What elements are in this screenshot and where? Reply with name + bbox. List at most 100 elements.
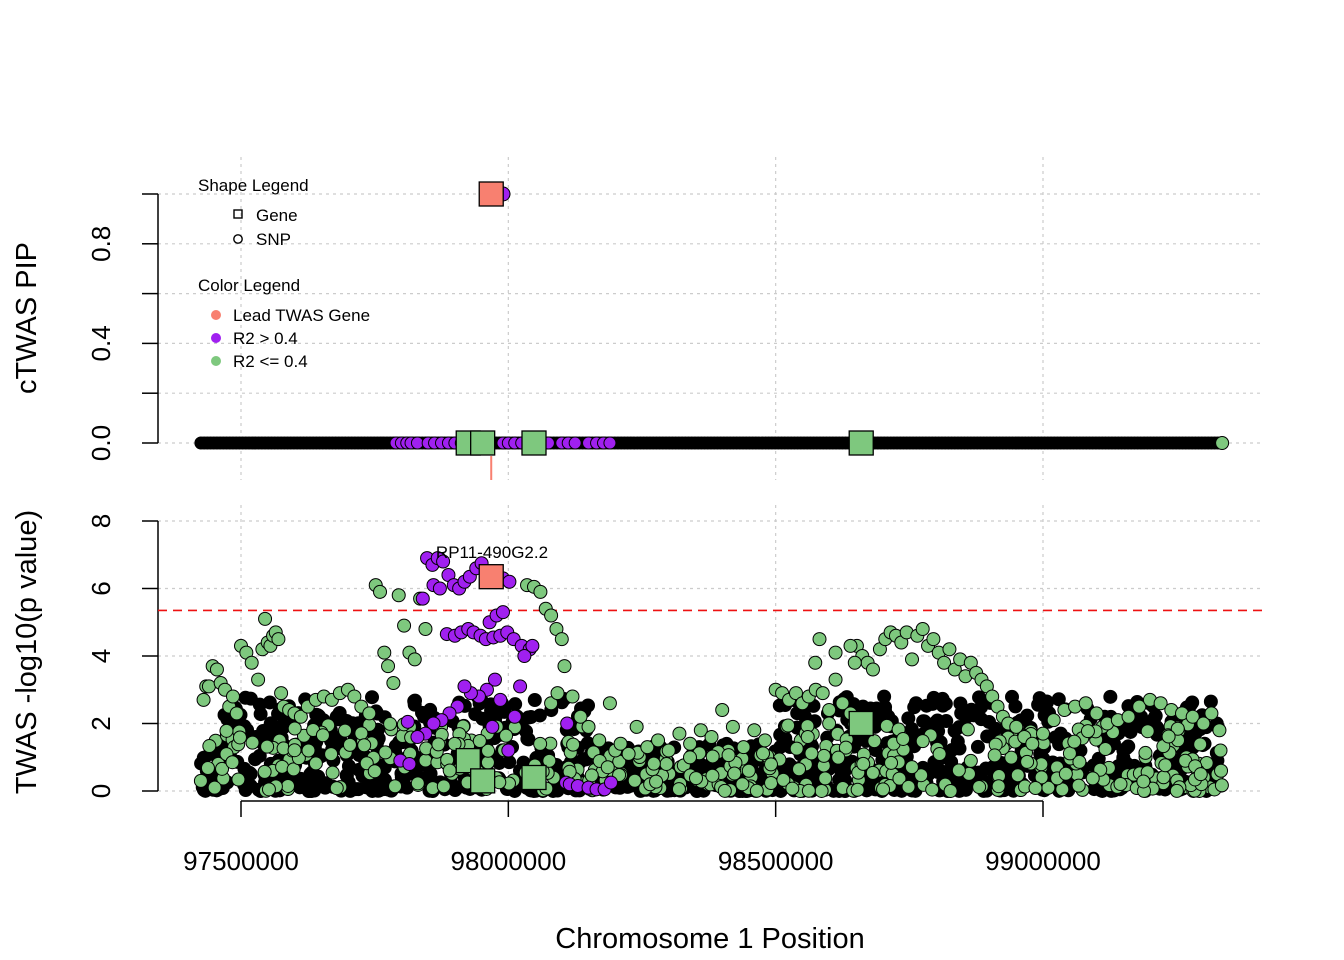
bottom-snp-point-low-ld bbox=[831, 750, 846, 765]
bottom-snp-point-low-ld bbox=[856, 756, 871, 771]
top-snp-point-high-ld bbox=[568, 436, 582, 450]
bottom-snp-point-low-ld bbox=[785, 781, 800, 796]
bottom-snp-point-low-ld bbox=[627, 773, 642, 788]
bottom-snp-point bbox=[365, 690, 380, 705]
bottom-snp-point-low-ld bbox=[274, 686, 289, 701]
bottom-snp-point bbox=[576, 752, 591, 767]
bottom-snp-point-low-ld bbox=[1156, 770, 1171, 785]
bottom-snp-point-low-ld bbox=[271, 632, 286, 647]
bottom-snp-point-low-ld bbox=[951, 763, 966, 778]
bottom-snp-point bbox=[947, 723, 962, 738]
bottom-snp-point-low-ld bbox=[342, 737, 357, 752]
bottom-snp-point-high-ld bbox=[426, 716, 441, 731]
x-tick-label: 98000000 bbox=[450, 846, 566, 876]
bottom-snp-point-low-ld bbox=[225, 689, 240, 704]
bottom-snp-point-low-ld bbox=[689, 771, 704, 786]
gene-shape-swatch bbox=[233, 209, 243, 219]
top-gene-square bbox=[521, 430, 547, 456]
bottom-snp-point-low-ld bbox=[301, 743, 316, 758]
bottom-snp-point bbox=[468, 707, 483, 722]
bottom-snp-point-low-ld bbox=[1170, 721, 1185, 736]
top-gene-square bbox=[470, 430, 496, 456]
bottom-snp-point-low-ld bbox=[581, 719, 596, 734]
bottom-snp-point-low-ld bbox=[229, 706, 244, 721]
x-axis-title: Chromosome 1 Position bbox=[555, 923, 864, 955]
bottom-snp-point-low-ld bbox=[843, 638, 858, 653]
bottom-snp-point-low-ld bbox=[682, 750, 697, 765]
bottom-panel-points bbox=[193, 551, 1229, 798]
bottom-snp-point-low-ld bbox=[499, 728, 514, 743]
bottom-snp-point-low-ld bbox=[447, 736, 462, 751]
bottom-snp-point-low-ld bbox=[1132, 699, 1147, 714]
bottom-snp-point-low-ld bbox=[926, 632, 941, 647]
bottom-snp-point bbox=[532, 708, 547, 723]
bottom-snp-point-low-ld bbox=[410, 776, 425, 791]
bottom-snp-point-low-ld bbox=[1020, 754, 1035, 769]
bottom-snp-point-high-ld bbox=[517, 649, 532, 663]
bottom-snp-point-low-ld bbox=[1009, 719, 1024, 734]
bottom-snp-point-low-ld bbox=[1098, 742, 1113, 757]
bottom-snp-point-low-ld bbox=[293, 709, 308, 724]
bottom-y-tick-label: 2 bbox=[86, 716, 116, 730]
bottom-snp-point-low-ld bbox=[196, 692, 211, 707]
bottom-snp-point-low-ld bbox=[397, 618, 412, 633]
bottom-snp-point-low-ld bbox=[801, 783, 816, 798]
top-gene-square bbox=[478, 181, 504, 207]
bottom-snp-point-low-ld bbox=[1046, 713, 1061, 728]
bottom-snp-point-low-ld bbox=[550, 686, 565, 701]
bottom-snp-point bbox=[1020, 708, 1035, 723]
bottom-snp-point-low-ld bbox=[287, 743, 302, 758]
bottom-snp-point-low-ld bbox=[193, 773, 208, 788]
bottom-snp-point-low-ld bbox=[287, 721, 302, 736]
snp-shape-label: SNP bbox=[256, 230, 291, 249]
bottom-snp-point-high-ld bbox=[507, 709, 522, 724]
bottom-snp-point-low-ld bbox=[442, 763, 457, 778]
bottom-snp-point bbox=[252, 748, 267, 763]
bottom-snp-point-low-ld bbox=[388, 779, 403, 794]
bottom-snp-point bbox=[1121, 739, 1136, 754]
bottom-snp-point-low-ld bbox=[544, 696, 559, 711]
bottom-snp-point bbox=[415, 705, 430, 720]
bottom-snp-point-low-ld bbox=[865, 765, 880, 780]
bottom-snp-point-low-ld bbox=[1072, 754, 1087, 769]
bottom-snp-point bbox=[970, 739, 985, 754]
bottom-snp-point-low-ld bbox=[1158, 758, 1173, 773]
bottom-snp-point bbox=[502, 755, 517, 770]
top-snp-point-low-ld bbox=[1215, 436, 1230, 450]
bottom-snp-point bbox=[1114, 756, 1129, 771]
x-tick-label: 99000000 bbox=[985, 846, 1101, 876]
bottom-snp-point-low-ld bbox=[838, 740, 853, 755]
bottom-snp-point-low-ld bbox=[1212, 723, 1227, 738]
bottom-snp-point bbox=[262, 695, 277, 710]
bottom-snp-point-low-ld bbox=[1121, 709, 1136, 724]
bottom-snp-point-high-ld bbox=[402, 757, 417, 771]
bottom-snp-point-low-ld bbox=[542, 753, 557, 768]
bottom-snp-point-high-ld bbox=[436, 554, 451, 569]
bottom-snp-point-low-ld bbox=[1140, 724, 1155, 739]
bottom-snp-point-low-ld bbox=[915, 734, 930, 749]
top-y-tick-label: 0.0 bbox=[86, 425, 116, 461]
bottom-snp-point-low-ld bbox=[373, 584, 388, 599]
bottom-snp-point-low-ld bbox=[1169, 783, 1184, 798]
bottom-snp-point bbox=[508, 697, 523, 712]
top-y-axis-title: cTWAS PIP bbox=[11, 242, 43, 394]
bottom-snp-point-low-ld bbox=[1136, 774, 1151, 789]
bottom-snp-point-low-ld bbox=[822, 703, 837, 717]
bottom-snp-point-low-ld bbox=[362, 706, 377, 721]
bottom-snp-point-low-ld bbox=[781, 718, 796, 733]
bottom-snp-point-low-ld bbox=[822, 716, 837, 731]
color-legend-swatch bbox=[211, 356, 221, 366]
bottom-snp-point-low-ld bbox=[275, 759, 290, 774]
bottom-snp-point-low-ld bbox=[808, 655, 823, 670]
bottom-snp-point-low-ld bbox=[659, 757, 674, 772]
bottom-y-tick-label: 0 bbox=[86, 784, 116, 798]
top-panel-points bbox=[194, 181, 1230, 456]
bottom-snp-point-low-ld bbox=[901, 779, 916, 794]
bottom-snp-point-low-ld bbox=[764, 776, 779, 791]
bottom-snp-point-low-ld bbox=[932, 746, 947, 761]
bottom-snp-point-low-ld bbox=[391, 588, 406, 603]
bottom-snp-point-low-ld bbox=[1004, 750, 1019, 765]
bottom-snp-point-low-ld bbox=[1078, 696, 1093, 711]
x-tick-label: 97500000 bbox=[183, 846, 299, 876]
bottom-snp-point-low-ld bbox=[357, 738, 372, 753]
